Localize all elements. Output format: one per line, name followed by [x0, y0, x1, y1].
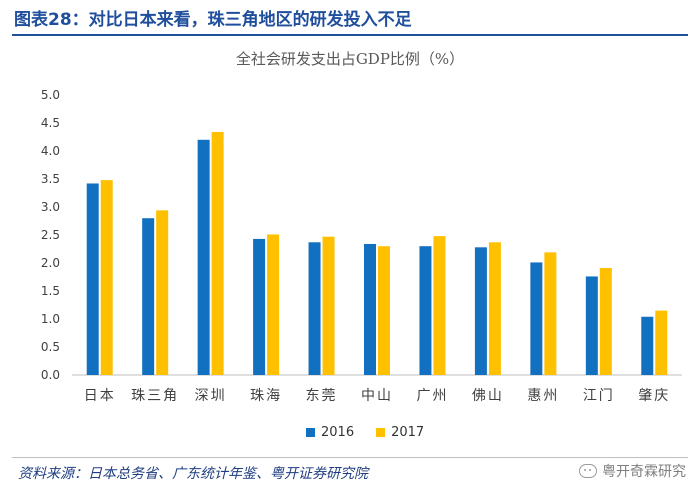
- y-tick-label-10: 5.0: [41, 88, 60, 102]
- bar-2017-惠州: [544, 252, 557, 375]
- bar-2016-日本: [86, 183, 99, 375]
- bar-2017-珠海: [267, 234, 280, 375]
- figure-title: 图表28：对比日本来看，珠三角地区的研发投入不足: [14, 10, 412, 30]
- y-tick-label-1: 0.5: [41, 340, 60, 354]
- bar-2017-东莞: [322, 236, 335, 375]
- x-tick-label-1: 珠三角: [131, 388, 179, 404]
- y-tick-label-5: 2.5: [41, 228, 60, 242]
- bar-2017-珠三角: [156, 210, 169, 375]
- y-tick-label-6: 3.0: [41, 200, 60, 214]
- bar-2016-广州: [419, 246, 432, 375]
- x-tick-label-0: 日本: [84, 388, 116, 404]
- bar-2016-惠州: [530, 262, 543, 375]
- x-tick-label-8: 惠州: [527, 388, 559, 404]
- x-tick-label-6: 广州: [416, 388, 448, 404]
- legend-swatch-2017: [376, 428, 386, 437]
- watermark-text: 粤开奇霖研究: [602, 464, 686, 480]
- bar-2017-中山: [378, 246, 390, 375]
- y-tick-label-4: 2.0: [41, 256, 60, 270]
- y-tick-label-8: 4.0: [41, 144, 60, 158]
- x-tick-label-7: 佛山: [472, 388, 504, 404]
- bar-2017-肇庆: [655, 310, 668, 375]
- wechat-icon: [579, 464, 597, 478]
- watermark: 粤开奇霖研究: [579, 461, 686, 481]
- bar-2016-东莞: [308, 242, 321, 375]
- legend-item-2016: 2016: [306, 425, 354, 440]
- bar-2016-江门: [585, 276, 598, 375]
- title-divider: [12, 34, 688, 36]
- bar-2016-肇庆: [641, 316, 654, 375]
- bar-2016-深圳: [197, 139, 210, 375]
- bar-2017-深圳: [211, 131, 224, 375]
- y-tick-label-7: 3.5: [41, 172, 60, 186]
- y-tick-label-3: 1.5: [41, 284, 60, 298]
- y-tick-label-0: 0.0: [41, 368, 60, 382]
- footer-divider: [12, 457, 688, 458]
- bar-2016-珠三角: [142, 218, 155, 375]
- y-tick-label-2: 1.0: [41, 312, 60, 326]
- legend-label-2016: 2016: [321, 425, 355, 440]
- x-tick-label-9: 江门: [583, 388, 615, 404]
- source-note: 资料来源：日本总务省、广东统计年鉴、粤开证券研究院: [18, 466, 368, 482]
- chart-legend: 2016 2017: [306, 425, 424, 440]
- bar-2016-珠海: [253, 238, 266, 375]
- bar-2017-日本: [100, 180, 113, 375]
- x-tick-label-4: 东莞: [306, 388, 338, 404]
- x-tick-label-3: 珠海: [250, 388, 282, 404]
- chart-title: 全社会研发支出占GDP比例（%）: [235, 50, 465, 68]
- bar-2017-江门: [599, 268, 612, 375]
- bar-2016-佛山: [474, 247, 487, 375]
- bar-2017-佛山: [488, 242, 501, 375]
- bar-2017-广州: [433, 236, 446, 375]
- legend-swatch-2016: [306, 428, 315, 437]
- x-tick-label-10: 肇庆: [638, 388, 670, 404]
- bar-2016-中山: [364, 243, 376, 375]
- legend-label-2017: 2017: [391, 425, 425, 440]
- x-tick-label-2: 深圳: [195, 388, 227, 404]
- y-tick-label-9: 4.5: [41, 116, 60, 130]
- legend-item-2017: 2017: [376, 425, 424, 440]
- x-tick-label-5: 中山: [361, 388, 393, 404]
